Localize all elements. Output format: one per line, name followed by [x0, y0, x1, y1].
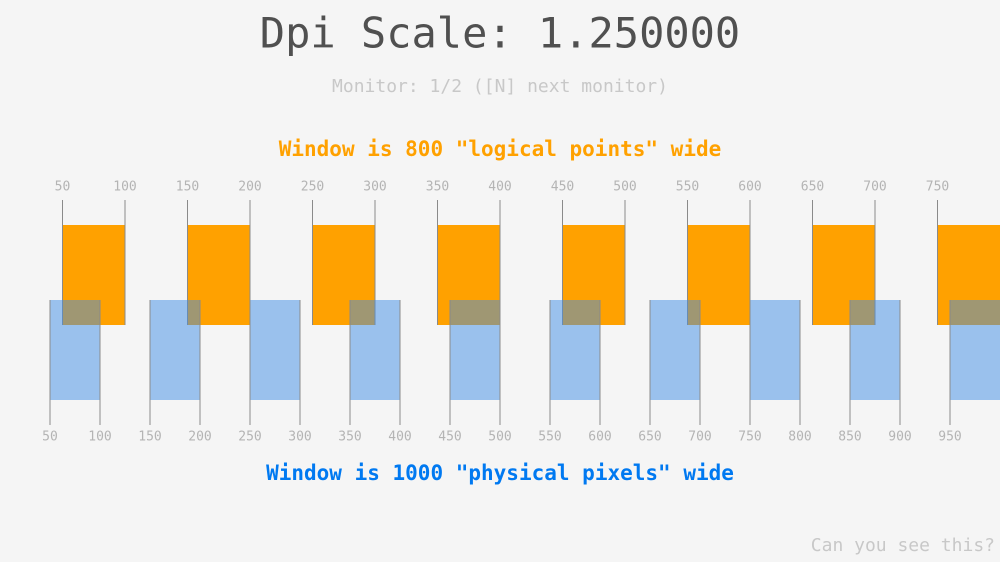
physical-block: [150, 300, 200, 400]
logical-tick-label: 550: [676, 180, 699, 195]
physical-caption: Window is 1000 "physical pixels" wide: [266, 461, 734, 485]
logical-layer: 50 100 150 200 250 300 350 400 450 500 550 600 650 70…: [55, 180, 1000, 325]
physical-tick-label: 750: [738, 430, 761, 445]
physical-tick-label: 950: [938, 430, 961, 445]
physical-tick-label: 600: [588, 430, 611, 445]
logical-tick-label: 350: [426, 180, 449, 195]
logical-tick-label: 50: [55, 180, 71, 195]
physical-tick-label: 350: [338, 430, 361, 445]
physical-tick-label: 150: [138, 430, 161, 445]
physical-tick-label: 900: [888, 430, 911, 445]
physical-layer: 50 100 150 200 250 300 350 400 450 500 550 600 650 70…: [42, 300, 1000, 445]
physical-block: [450, 300, 500, 400]
logical-tick-label: 500: [613, 180, 636, 195]
physical-block: [250, 300, 300, 400]
physical-tick-label: 550: [538, 430, 561, 445]
physical-tick-label: 850: [838, 430, 861, 445]
logical-tick-label: 700: [863, 180, 886, 195]
physical-tick-label: 650: [638, 430, 661, 445]
physical-block: [750, 300, 800, 400]
physical-tick-label: 50: [42, 430, 58, 445]
logical-tick-label: 400: [488, 180, 511, 195]
physical-tick-label: 450: [438, 430, 461, 445]
title: Dpi Scale: 1.250000: [260, 9, 740, 58]
logical-tick-label: 250: [301, 180, 324, 195]
logical-tick-label: 600: [738, 180, 761, 195]
physical-tick-label: 250: [238, 430, 261, 445]
logical-tick-label: 100: [113, 180, 136, 195]
logical-tick-label: 450: [551, 180, 574, 195]
physical-block: [350, 300, 400, 400]
physical-tick-label: 700: [688, 430, 711, 445]
physical-block: [650, 300, 700, 400]
physical-tick-label: 300: [288, 430, 311, 445]
physical-tick-label: 800: [788, 430, 811, 445]
logical-tick-label: 650: [801, 180, 824, 195]
logical-tick-label: 750: [926, 180, 949, 195]
logical-tick-label: 150: [176, 180, 199, 195]
physical-block: [550, 300, 600, 400]
footer-text: Can you see this?: [811, 535, 995, 556]
physical-block: [50, 300, 100, 400]
physical-tick-label: 200: [188, 430, 211, 445]
logical-tick-label: 200: [238, 180, 261, 195]
logical-tick-label: 300: [363, 180, 386, 195]
physical-tick-label: 400: [388, 430, 411, 445]
physical-block: [850, 300, 900, 400]
physical-block: [950, 300, 1000, 400]
physical-tick-label: 100: [88, 430, 111, 445]
physical-tick-label: 500: [488, 430, 511, 445]
monitor-info: Monitor: 1/2 ([N] next monitor): [332, 76, 668, 97]
logical-caption: Window is 800 "logical points" wide: [279, 137, 722, 161]
